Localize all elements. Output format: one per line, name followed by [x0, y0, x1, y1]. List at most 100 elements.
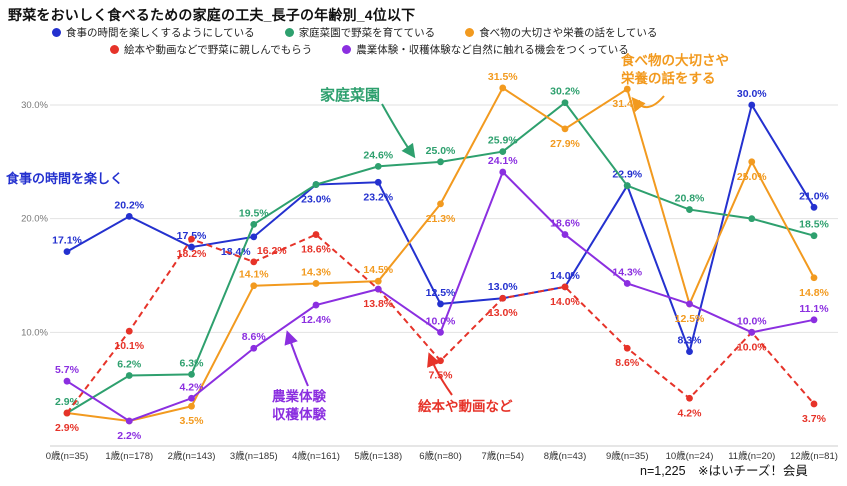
svg-text:13.8%: 13.8% — [363, 298, 393, 310]
svg-text:2.9%: 2.9% — [55, 422, 80, 434]
food-importance-arrow — [631, 95, 665, 113]
svg-text:14.0%: 14.0% — [550, 270, 580, 282]
series-4: 5.7% 2.2% 4.2% 8.6% 12.4% 10.0% 24.1% 18.6% 14.3… — [55, 155, 829, 442]
svg-text:2歳(n=143): 2歳(n=143) — [168, 450, 216, 462]
legend-dot-icon — [110, 45, 119, 54]
legend-label: 食べ物の大切さや栄養の話をしている — [479, 27, 658, 39]
svg-text:21.0%: 21.0% — [799, 190, 829, 202]
svg-text:14.0%: 14.0% — [550, 296, 580, 308]
svg-text:3歳(n=185): 3歳(n=185) — [230, 450, 278, 462]
legend-item-0: 食事の時間を楽しくするようにしている — [52, 25, 255, 40]
svg-text:14.5%: 14.5% — [363, 264, 393, 276]
farm-experience-arrow — [284, 330, 309, 387]
svg-text:6.3%: 6.3% — [180, 357, 205, 369]
svg-text:9歳(n=35): 9歳(n=35) — [606, 450, 649, 462]
annotation-home-garden: 家庭菜園 — [320, 87, 381, 104]
svg-text:30.2%: 30.2% — [550, 86, 580, 98]
svg-text:4歳(n=161): 4歳(n=161) — [292, 450, 340, 462]
annotation-mealtime-fun: 食事の時間を楽しく — [6, 171, 124, 186]
svg-text:18.6%: 18.6% — [550, 218, 580, 230]
svg-text:14.3%: 14.3% — [612, 266, 642, 278]
legend-item-3: 絵本や動画などで野菜に親しんでもらう — [110, 42, 312, 57]
svg-text:25.9%: 25.9% — [488, 135, 518, 147]
gridlines: 30.0% 20.0% 10.0% — [21, 100, 838, 447]
legend: 食事の時間を楽しくするようにしている 家庭菜園で野菜を育てている 食べ物の大切さや栄… — [0, 24, 847, 58]
svg-text:5歳(n=138): 5歳(n=138) — [354, 450, 402, 462]
svg-text:2.2%: 2.2% — [117, 430, 142, 442]
svg-text:12歳(n=81): 12歳(n=81) — [790, 450, 838, 462]
svg-text:6.2%: 6.2% — [117, 359, 142, 371]
svg-text:4.2%: 4.2% — [678, 407, 703, 419]
svg-text:27.9%: 27.9% — [550, 138, 580, 150]
svg-text:10.0%: 10.0% — [21, 327, 48, 338]
svg-text:13.0%: 13.0% — [488, 281, 518, 293]
svg-text:30.0%: 30.0% — [737, 88, 767, 100]
svg-text:10.0%: 10.0% — [737, 315, 767, 327]
svg-text:13.0%: 13.0% — [488, 307, 518, 319]
svg-text:25.0%: 25.0% — [426, 145, 456, 157]
legend-dot-icon — [342, 45, 352, 54]
svg-text:31.5%: 31.5% — [488, 71, 518, 83]
annotation-food-importance: 食べ物の大切さや 栄養の話をする — [621, 53, 729, 87]
svg-text:14.1%: 14.1% — [239, 269, 269, 281]
series-2: 3.5%14.1% 14.3% 14.5%21.3%31.5%27.9%31.4%1… — [63, 71, 830, 427]
svg-text:8歳(n=43): 8歳(n=43) — [544, 450, 587, 462]
svg-text:10.1%: 10.1% — [114, 340, 144, 352]
svg-text:20.8%: 20.8% — [675, 193, 705, 205]
svg-text:22.9%: 22.9% — [612, 169, 642, 181]
svg-text:12.4%: 12.4% — [301, 314, 331, 326]
annotation-picture-books: 絵本や動画など — [418, 399, 513, 414]
svg-text:1歳(n=178): 1歳(n=178) — [105, 450, 153, 462]
legend-dot-icon — [465, 28, 475, 37]
series-1: 2.9%6.2% 6.3%19.5%24.6% 25.0%25.9%30.2%20.… — [55, 86, 830, 417]
svg-text:18.2%: 18.2% — [177, 248, 207, 260]
sample-size-note: n=1,225 ※はいチーズ！会員 — [640, 464, 808, 478]
svg-text:16.2%: 16.2% — [257, 245, 287, 257]
svg-text:18.5%: 18.5% — [799, 219, 829, 231]
legend-dot-icon — [284, 28, 294, 37]
svg-text:11.1%: 11.1% — [799, 303, 829, 315]
legend-item-4: 農業体験・収穫体験など自然に触れる機会をつくっている — [342, 42, 629, 57]
legend-label: 食事の時間を楽しくするようにしている — [66, 27, 255, 39]
svg-text:6歳(n=80): 6歳(n=80) — [419, 450, 462, 462]
annotation-farm-experience: 農業体験 収穫体験 — [272, 389, 326, 423]
svg-text:30.0%: 30.0% — [21, 100, 48, 111]
svg-text:4.2%: 4.2% — [180, 381, 205, 393]
svg-text:24.6%: 24.6% — [363, 149, 393, 161]
svg-text:23.2%: 23.2% — [363, 191, 393, 203]
svg-text:8.6%: 8.6% — [242, 331, 267, 343]
page-title: 野菜をおいしく食べるための家庭の工夫_長子の年齢別_4位以下 — [8, 7, 416, 23]
svg-text:11歳(n=20): 11歳(n=20) — [728, 450, 775, 462]
svg-text:8.3%: 8.3% — [678, 335, 703, 347]
legend-item-2: 食べ物の大切さや栄養の話をしている — [465, 25, 657, 40]
svg-text:8.6%: 8.6% — [615, 357, 640, 369]
svg-text:20.0%: 20.0% — [21, 214, 48, 225]
svg-text:10.0%: 10.0% — [737, 341, 767, 353]
svg-text:7歳(n=54): 7歳(n=54) — [481, 450, 524, 462]
svg-text:7.5%: 7.5% — [429, 370, 454, 382]
svg-text:24.1%: 24.1% — [488, 155, 518, 167]
svg-text:18.6%: 18.6% — [301, 244, 331, 256]
legend-label: 家庭菜園で野菜を育てている — [298, 27, 436, 39]
svg-text:14.3%: 14.3% — [301, 266, 331, 278]
series-0: 17.1%20.2%17.5%18.4%23.0%23.2%12.5%13.0%… — [52, 88, 830, 356]
legend-row-1: 食事の時間を楽しくするようにしている 家庭菜園で野菜を育てている 食べ物の大切さや栄… — [52, 24, 847, 41]
svg-text:17.1%: 17.1% — [52, 235, 82, 247]
svg-text:23.0%: 23.0% — [301, 194, 331, 206]
home-garden-arrow — [381, 103, 416, 159]
svg-text:3.7%: 3.7% — [802, 413, 827, 425]
legend-row-2: 絵本や動画などで野菜に親しんでもらう 農業体験・収穫体験など自然に触れる機会をつく… — [110, 41, 847, 58]
legend-label: 絵本や動画などで野菜に親しんでもらう — [124, 44, 313, 56]
svg-text:10.0%: 10.0% — [426, 315, 456, 327]
x-axis-labels: 0歳(n=35) 1歳(n=178) 2歳(n=143) 3歳(n=185) 4歳(n=… — [46, 450, 838, 462]
series-3: 2.9% 10.1% 18.2% 16.2% 18.6% 13.8% 7.5% 13.0% 14… — [55, 231, 827, 434]
svg-text:20.2%: 20.2% — [114, 199, 144, 211]
svg-text:21.3%: 21.3% — [426, 213, 456, 225]
svg-text:14.8%: 14.8% — [799, 287, 829, 299]
legend-label: 農業体験・収穫体験など自然に触れる機会をつくっている — [356, 44, 629, 56]
legend-item-1: 家庭菜園で野菜を育てている — [284, 25, 436, 40]
legend-dot-icon — [52, 28, 61, 37]
svg-text:10歳(n=24): 10歳(n=24) — [666, 450, 714, 462]
